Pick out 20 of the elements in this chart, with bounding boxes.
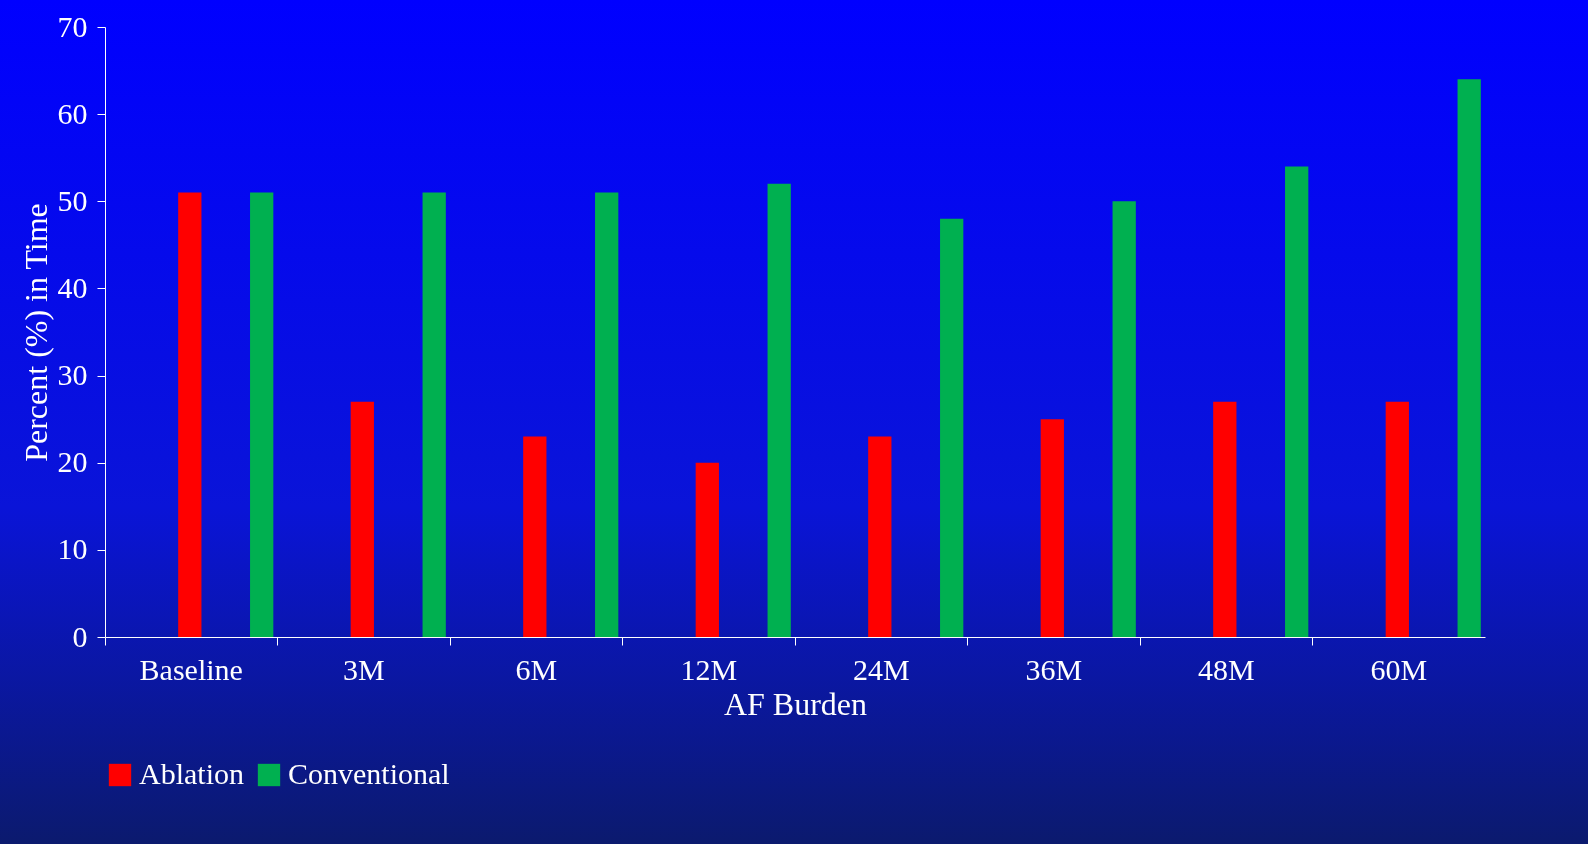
y-axis-title: Percent (%) in Time xyxy=(17,203,54,462)
y-tick-label: 40 xyxy=(57,270,88,304)
y-tick-label: 0 xyxy=(72,619,88,653)
y-tick-label: 50 xyxy=(57,183,88,217)
legend-label: Conventional xyxy=(288,757,450,790)
y-tick-label: 30 xyxy=(57,358,88,392)
x-tick-label: 60M xyxy=(1370,652,1428,686)
y-tick-label: 70 xyxy=(57,9,88,43)
x-tick-label: 12M xyxy=(680,652,738,686)
legend-label: Ablation xyxy=(139,757,244,790)
y-tick-label: 60 xyxy=(57,96,88,130)
y-tick-label: 10 xyxy=(57,532,88,566)
x-tick-label: 24M xyxy=(852,652,910,686)
x-axis-title: AF Burden xyxy=(723,685,868,722)
x-tick-label: 48M xyxy=(1197,652,1255,686)
x-tick-label: 3M xyxy=(342,652,385,686)
x-tick-label: 36M xyxy=(1025,652,1083,686)
y-tick-label: 20 xyxy=(57,445,88,479)
x-tick-label: 6M xyxy=(515,652,558,686)
x-tick-label: Baseline xyxy=(139,652,243,686)
